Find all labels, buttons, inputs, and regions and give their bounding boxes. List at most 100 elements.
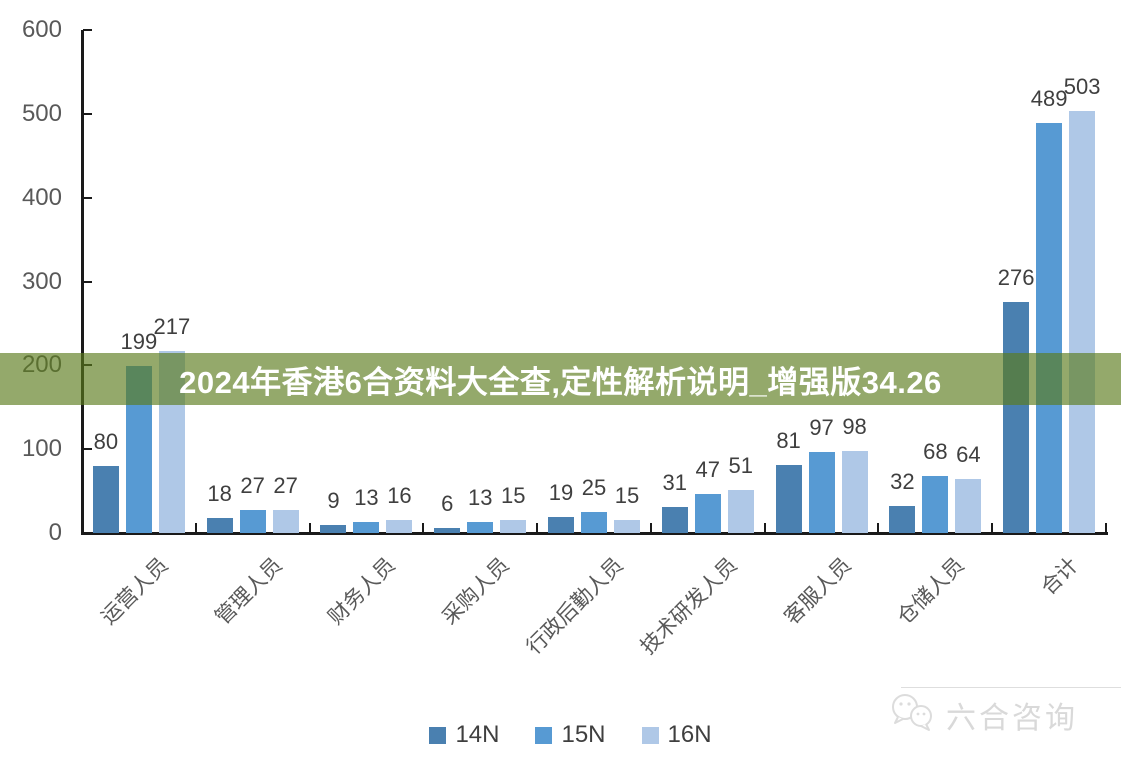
bar-16N (386, 519, 413, 533)
bar-15N (353, 522, 380, 533)
bar-15N (581, 512, 607, 533)
bar-15N (694, 493, 721, 533)
value-label: 51 (728, 453, 754, 479)
value-label: 15 (614, 483, 640, 509)
legend-swatch (535, 726, 553, 744)
value-label: 13 (354, 485, 379, 511)
bar-16N (955, 479, 982, 533)
value-label: 27 (240, 473, 265, 499)
bar-14N (889, 506, 916, 533)
legend: 14N 15N 16N (0, 721, 1121, 749)
value-label: 13 (467, 485, 493, 511)
legend-item-16N: 16N (641, 721, 712, 749)
value-label: 16 (387, 482, 412, 508)
legend-item-14N: 14N (429, 721, 499, 749)
bar-14N (548, 517, 574, 533)
legend-label: 14N (455, 721, 500, 748)
category-label: 管理人员 (210, 553, 287, 630)
legend-item-15N: 15N (535, 721, 606, 749)
watermark-divider (901, 687, 1121, 688)
bar-15N (467, 522, 494, 533)
bar-14N (92, 465, 119, 533)
y-tick-label: 500 (21, 99, 62, 127)
x-tick-mark (991, 523, 994, 533)
legend-swatch (641, 726, 659, 744)
y-tick-mark (83, 112, 92, 115)
legend-label: 16N (667, 721, 712, 748)
category-label: 客服人员 (779, 553, 856, 630)
value-label: 6 (441, 490, 454, 516)
value-label: 27 (273, 473, 298, 499)
overlay-banner: 2024年香港6合资料大全查,定性解析说明_增强版34.26 (0, 353, 1121, 405)
value-label: 97 (809, 414, 834, 440)
value-label: 98 (842, 413, 867, 439)
value-label: 31 (662, 470, 688, 495)
watermark-brand: 六合咨询 (946, 702, 1078, 735)
y-tick-label: 400 (21, 183, 62, 211)
y-tick-label: 100 (21, 435, 62, 463)
bar-15N (808, 451, 835, 533)
x-tick-mark (877, 523, 880, 533)
category-label: 运营人员 (97, 553, 173, 630)
overlay-banner-text: 2024年香港6合资料大全查,定性解析说明_增强版34.26 (179, 364, 942, 400)
value-label: 276 (997, 264, 1035, 290)
value-label: 217 (153, 314, 191, 340)
y-tick-label: 600 (21, 16, 62, 43)
value-label: 81 (776, 428, 801, 454)
bar-15N (922, 475, 949, 533)
y-tick-mark (83, 448, 92, 451)
bar-16N (841, 450, 868, 533)
bar-15N (1036, 123, 1063, 533)
value-label: 32 (890, 469, 915, 495)
bar-14N (434, 527, 461, 533)
x-axis-line (81, 532, 1108, 535)
category-label: 财务人员 (324, 553, 401, 630)
bar-16N (500, 520, 527, 533)
x-tick-mark (649, 523, 652, 533)
value-label: 503 (1063, 74, 1101, 100)
chat-bubbles-icon (890, 692, 938, 739)
bar-16N (1069, 111, 1096, 533)
y-tick-mark (83, 280, 92, 283)
value-label: 9 (327, 488, 340, 514)
legend-label: 15N (561, 721, 606, 748)
x-tick-mark (194, 523, 197, 533)
legend-swatch (429, 726, 447, 744)
y-tick-mark (83, 196, 92, 199)
category-label: 合计 (1036, 553, 1083, 600)
watermark: 六合咨询 (890, 690, 1121, 740)
value-label: 80 (93, 428, 119, 454)
value-label: 68 (923, 438, 948, 464)
x-tick-mark (1105, 523, 1108, 533)
x-tick-mark (536, 523, 539, 533)
y-tick-label: 0 (48, 519, 62, 546)
x-tick-mark (422, 523, 425, 533)
value-label: 18 (207, 480, 232, 506)
bar-14N (320, 525, 347, 533)
category-label: 行政后勤人员 (522, 553, 628, 659)
x-tick-mark (308, 523, 311, 533)
value-label: 25 (581, 475, 607, 501)
category-label: 技术研发人员 (636, 553, 742, 659)
bar-14N (1003, 301, 1030, 533)
category-label: 采购人员 (438, 553, 515, 630)
y-tick-label: 300 (21, 267, 62, 295)
value-label: 19 (548, 480, 574, 506)
bar-15N (239, 510, 266, 533)
bar-16N (614, 520, 640, 533)
bar-14N (661, 507, 688, 533)
y-axis-line (81, 30, 84, 533)
category-label: 仓储人员 (893, 553, 970, 630)
value-label: 199 (120, 329, 158, 355)
y-tick-mark (83, 29, 92, 31)
bar-16N (272, 510, 299, 533)
value-label: 47 (695, 456, 721, 482)
x-tick-mark (763, 523, 766, 533)
value-label: 489 (1030, 86, 1068, 112)
bar-16N (727, 490, 754, 533)
value-label: 15 (500, 483, 526, 509)
bar-14N (775, 465, 802, 533)
bar-14N (206, 517, 233, 533)
value-label: 64 (956, 442, 981, 468)
